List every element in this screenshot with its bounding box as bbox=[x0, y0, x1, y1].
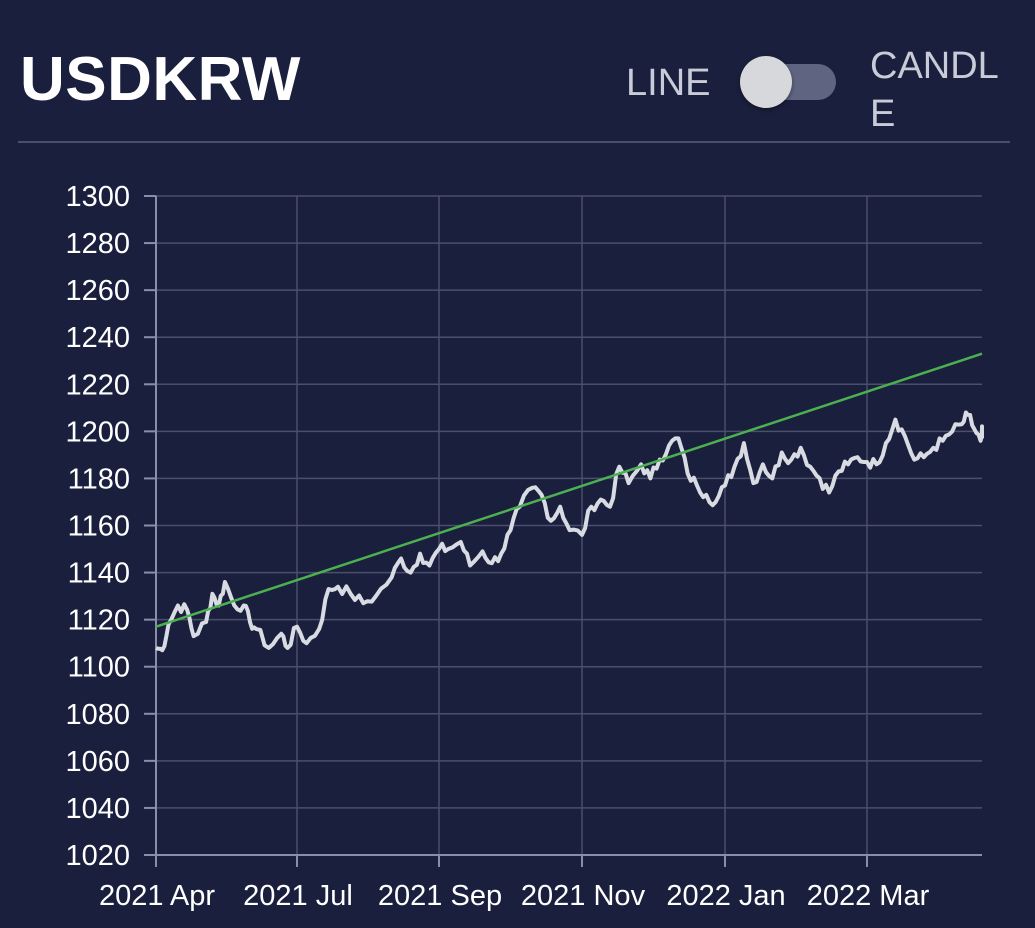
x-tick-label: 2021 Jul bbox=[243, 880, 353, 912]
y-tick-label: 1080 bbox=[65, 699, 130, 731]
y-tick-label: 1140 bbox=[68, 558, 130, 590]
trend-line bbox=[155, 352, 983, 628]
toggle-label-candle[interactable]: CANDLE bbox=[870, 45, 999, 135]
chart-type-toggle[interactable] bbox=[740, 56, 836, 108]
y-tick-label: 1220 bbox=[65, 369, 130, 401]
y-tick-label: 1120 bbox=[68, 605, 130, 637]
y-tick-label: 1260 bbox=[65, 275, 130, 307]
page-title: USDKRW bbox=[20, 45, 301, 114]
header-divider bbox=[18, 141, 1010, 143]
y-tick-label: 1200 bbox=[65, 416, 130, 448]
x-tick-label: 2021 Sep bbox=[378, 880, 502, 912]
price-series-line bbox=[155, 410, 984, 653]
chart-grid bbox=[155, 195, 982, 856]
y-tick-label: 1300 bbox=[65, 181, 130, 213]
x-axis-ticks: 2021 Apr 2021 Jul 2021 Sep 2021 Nov 2022 Jan… bbox=[99, 855, 930, 912]
y-tick-label: 1040 bbox=[65, 793, 130, 825]
x-tick-label: 2022 Mar bbox=[807, 880, 930, 912]
x-tick-label: 2021 Apr bbox=[99, 880, 215, 912]
y-tick-label: 1280 bbox=[65, 228, 130, 260]
y-tick-label: 1020 bbox=[65, 840, 130, 872]
y-tick-label: 1240 bbox=[65, 322, 130, 354]
toggle-knob[interactable] bbox=[740, 56, 792, 108]
x-tick-label: 2021 Nov bbox=[521, 880, 646, 912]
y-tick-label: 1160 bbox=[68, 511, 130, 543]
y-tick-label: 1060 bbox=[65, 746, 130, 778]
y-tick-label: 1100 bbox=[68, 652, 130, 684]
y-axis-ticks: 1020 1040 1060 1080 1100 1120 1140 1160 1180 1200… bbox=[65, 181, 156, 872]
x-tick-label: 2022 Jan bbox=[666, 880, 785, 912]
y-tick-label: 1180 bbox=[68, 463, 130, 495]
toggle-label-line[interactable]: LINE bbox=[626, 62, 711, 104]
chart-series bbox=[155, 352, 984, 653]
